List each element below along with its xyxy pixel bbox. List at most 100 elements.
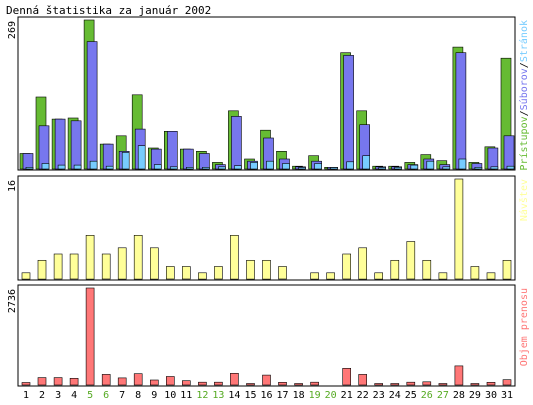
x-tick-label-15: 15 bbox=[244, 390, 256, 401]
bar-str-nok-day-2 bbox=[41, 163, 50, 170]
bar-objem-prenosu-day-10 bbox=[166, 376, 175, 386]
bar-objem-prenosu-day-8 bbox=[133, 373, 143, 386]
x-tick-label-9: 9 bbox=[151, 390, 157, 401]
x-tick-label-13: 13 bbox=[212, 390, 224, 401]
legend-entry: Objem prenosu bbox=[519, 288, 530, 366]
x-tick-label-6: 6 bbox=[103, 390, 109, 401]
legend: Návštev bbox=[518, 179, 530, 221]
bar-str-nok-day-15 bbox=[250, 162, 258, 170]
bar-objem-prenosu-day-17 bbox=[278, 381, 287, 386]
bar-str-nok-day-29 bbox=[474, 167, 483, 170]
x-tick-label-2: 2 bbox=[39, 390, 45, 401]
bar-s-borov-day-14 bbox=[231, 116, 242, 170]
bar-str-nok-day-16 bbox=[266, 160, 274, 170]
bar-objem-prenosu-day-13 bbox=[214, 381, 223, 386]
x-tick-label-1: 1 bbox=[23, 390, 29, 401]
bar-n-v-tev-day-10 bbox=[166, 266, 175, 280]
bar-str-nok-day-14 bbox=[234, 165, 242, 170]
bar-objem-prenosu-day-3 bbox=[53, 377, 63, 386]
bar-n-v-tev-day-3 bbox=[53, 253, 63, 280]
bar-str-nok-day-9 bbox=[154, 164, 162, 170]
x-tick-label-30: 30 bbox=[485, 390, 497, 401]
bar-n-v-tev-day-14 bbox=[230, 235, 239, 280]
y-max-label: 2736 bbox=[7, 289, 18, 313]
bar-s-borov-day-2 bbox=[38, 125, 50, 170]
bar-str-nok-day-3 bbox=[57, 164, 66, 170]
bar-s-borov-day-5 bbox=[86, 41, 98, 170]
panel-frame bbox=[17, 284, 516, 387]
bar-objem-prenosu-day-19 bbox=[310, 381, 319, 386]
legend-entry: Návštev bbox=[518, 179, 530, 221]
x-tick-label-22: 22 bbox=[357, 390, 369, 401]
bar-str-nok-day-22 bbox=[362, 155, 371, 170]
bar-n-v-tev-day-1 bbox=[21, 272, 31, 280]
x-tick-label-23: 23 bbox=[373, 390, 385, 401]
x-tick-label-19: 19 bbox=[309, 390, 321, 401]
x-tick-label-25: 25 bbox=[405, 390, 417, 401]
bar-n-v-tev-day-29 bbox=[470, 266, 480, 280]
bar-n-v-tev-day-11 bbox=[182, 266, 191, 280]
bar-objem-prenosu-day-16 bbox=[262, 374, 271, 386]
legend-entry: Súborov bbox=[518, 68, 530, 110]
bar-s-borov-day-28 bbox=[455, 52, 467, 170]
x-tick-label-18: 18 bbox=[293, 390, 305, 401]
bar-str-nok-day-26 bbox=[426, 160, 435, 170]
bar-objem-prenosu-day-31 bbox=[502, 379, 512, 386]
bar-n-v-tev-day-30 bbox=[486, 272, 496, 280]
legend: Prístupov/Súborov/Stránok bbox=[518, 20, 530, 171]
legend-entry: Prístupov bbox=[518, 116, 530, 170]
bar-objem-prenosu-day-30 bbox=[486, 381, 496, 386]
x-tick-label-31: 31 bbox=[501, 390, 513, 401]
bar-n-v-tev-day-28 bbox=[454, 178, 464, 280]
bar-objem-prenosu-day-21 bbox=[342, 367, 352, 386]
bar-str-nok-day-7 bbox=[121, 152, 130, 170]
bar-s-borov-day-30 bbox=[487, 147, 499, 170]
bar-n-v-tev-day-5 bbox=[85, 235, 95, 280]
bar-n-v-tev-day-12 bbox=[198, 272, 207, 280]
bar-str-nok-day-18 bbox=[298, 167, 306, 170]
bar-n-v-tev-day-15 bbox=[246, 259, 255, 280]
bar-objem-prenosu-day-25 bbox=[406, 381, 416, 386]
bar-str-nok-day-20 bbox=[330, 167, 338, 170]
bar-str-nok-day-11 bbox=[186, 167, 194, 170]
bar-str-nok-day-21 bbox=[346, 161, 354, 170]
bar-objem-prenosu-day-28 bbox=[454, 365, 464, 386]
panel-3: 2736 Objem prenosu bbox=[7, 284, 530, 387]
y-max-label: 269 bbox=[7, 21, 18, 39]
bar-objem-prenosu-day-2 bbox=[37, 377, 47, 386]
bar-objem-prenosu-day-15 bbox=[246, 383, 255, 386]
bar-objem-prenosu-day-6 bbox=[101, 374, 111, 386]
x-tick-label-17: 17 bbox=[276, 390, 288, 401]
x-tick-label-4: 4 bbox=[71, 390, 77, 401]
bar-objem-prenosu-day-4 bbox=[69, 377, 79, 386]
x-axis-labels: 1 2 3 4 5 6 7 8 9 10 11 12 13 14 15 16 17 18 19 20 21 22 23 24 2… bbox=[23, 390, 513, 401]
x-tick-label-20: 20 bbox=[325, 390, 337, 401]
bar-str-nok-day-31 bbox=[506, 165, 515, 170]
bar-str-nok-day-4 bbox=[73, 164, 82, 170]
bar-n-v-tev-day-23 bbox=[374, 272, 384, 280]
bar-n-v-tev-day-26 bbox=[422, 259, 432, 280]
bar-s-borov-day-1 bbox=[22, 153, 34, 170]
bar-str-nok-day-8 bbox=[137, 145, 146, 170]
bar-str-nok-day-17 bbox=[282, 163, 290, 170]
bar-n-v-tev-day-4 bbox=[69, 253, 79, 280]
x-tick-label-3: 3 bbox=[55, 390, 61, 401]
bar-n-v-tev-day-9 bbox=[150, 247, 159, 280]
bar-objem-prenosu-day-7 bbox=[117, 377, 127, 386]
bar-str-nok-day-30 bbox=[490, 166, 499, 170]
bar-n-v-tev-day-8 bbox=[133, 235, 143, 280]
x-tick-label-10: 10 bbox=[164, 390, 176, 401]
bar-n-v-tev-day-24 bbox=[390, 259, 400, 280]
bar-str-nok-day-12 bbox=[202, 167, 210, 170]
chart-title: Denná štatistika za január 2002 bbox=[6, 4, 211, 17]
legend: Objem prenosu bbox=[519, 288, 530, 366]
bar-objem-prenosu-day-5 bbox=[85, 287, 95, 386]
bar-str-nok-day-23 bbox=[378, 167, 387, 170]
bar-objem-prenosu-day-1 bbox=[21, 382, 31, 386]
bar-str-nok-day-24 bbox=[394, 167, 403, 170]
x-tick-label-24: 24 bbox=[389, 390, 401, 401]
bar-str-nok-day-27 bbox=[442, 166, 451, 170]
x-tick-label-14: 14 bbox=[228, 390, 240, 401]
bar-n-v-tev-day-25 bbox=[406, 241, 416, 280]
